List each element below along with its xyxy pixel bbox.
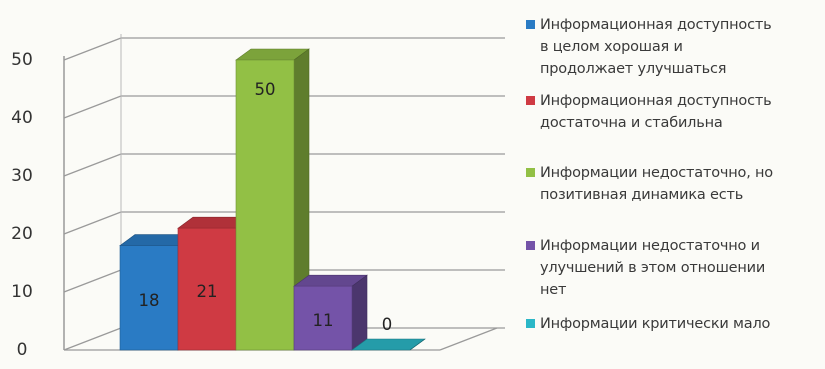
y-tick-label-30: 30 <box>11 166 33 186</box>
gridline-depth-10 <box>63 269 122 293</box>
y-tick-label-40: 40 <box>11 108 33 128</box>
data-label-1: 18 <box>139 291 160 310</box>
legend-item-1: Информационная доступность в целом хорош… <box>526 14 822 80</box>
legend-item-5: Информации критически мало <box>526 313 822 335</box>
legend-swatch-1 <box>526 20 535 29</box>
gridline-depth-0 <box>63 327 122 351</box>
y-axis-ticks: 0 10 20 30 40 50 <box>11 50 33 360</box>
gridline-depth-20 <box>63 211 122 235</box>
y-tick-label-0: 0 <box>17 340 28 360</box>
gridline-depth-30 <box>63 153 122 177</box>
y-tick-label-50: 50 <box>11 50 33 70</box>
gridline-depth-50 <box>63 37 122 61</box>
data-label-5: 0 <box>382 315 393 334</box>
bar-side-5 <box>409 338 426 351</box>
legend-swatch-5 <box>526 319 535 328</box>
legend-label-3: Информации недостаточно, но позитивная д… <box>540 165 773 203</box>
legend-label-1: Информационная доступность в целом хорош… <box>540 17 772 77</box>
y-tick-label-10: 10 <box>11 282 33 302</box>
legend-swatch-4 <box>526 241 535 250</box>
legend-label-4: Информации недостаточно и улучшений в эт… <box>540 238 766 298</box>
bar-4 <box>293 285 353 351</box>
legend-label-2: Информационная доступность достаточна и … <box>540 93 772 131</box>
bar-chart: 0 10 20 30 40 50 18 21 50 11 0 <box>11 34 505 360</box>
legend-item-3: Информации недостаточно, но позитивная д… <box>526 162 822 206</box>
bar-side-4 <box>351 274 368 351</box>
bar-1 <box>119 245 179 351</box>
legend-label-5: Информации критически мало <box>540 316 771 332</box>
data-label-4: 11 <box>313 311 334 330</box>
data-labels: 18 21 50 11 0 <box>139 80 393 334</box>
legend-swatch-2 <box>526 96 535 105</box>
data-label-3: 50 <box>255 80 276 99</box>
data-label-2: 21 <box>197 282 218 301</box>
gridline-depth-40 <box>63 95 122 119</box>
legend-item-2: Информационная доступность достаточна и … <box>526 90 822 134</box>
y-tick-label-20: 20 <box>11 224 33 244</box>
bars <box>119 48 426 351</box>
bar-3 <box>235 59 295 351</box>
legend-item-4: Информации недостаточно и улучшений в эт… <box>526 235 822 301</box>
legend-swatch-3 <box>526 168 535 177</box>
floor-right-edge <box>439 327 498 351</box>
bar-2 <box>177 227 237 351</box>
